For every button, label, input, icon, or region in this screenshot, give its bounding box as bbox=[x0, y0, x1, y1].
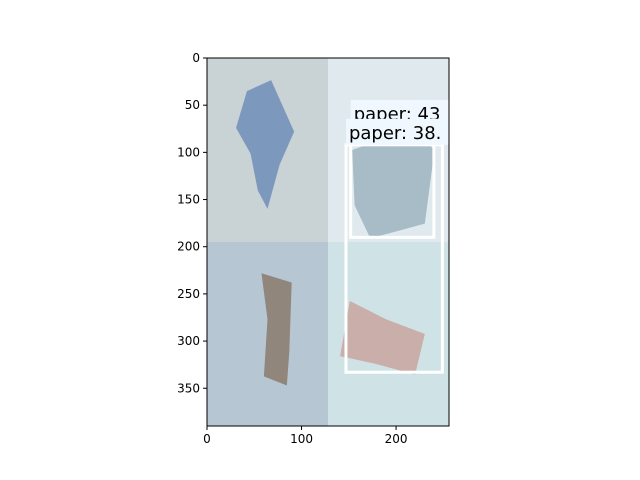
tile-blue-wrapper bbox=[207, 58, 328, 242]
image-panel bbox=[207, 58, 449, 426]
y-tick-label: 150 bbox=[177, 193, 200, 207]
tile-foil-wrapper bbox=[207, 242, 328, 426]
tile-crumpled-paper bbox=[328, 242, 449, 426]
x-tick-label: 100 bbox=[290, 432, 313, 446]
y-tick-label: 200 bbox=[177, 240, 200, 254]
detection-box: paper: 38. bbox=[344, 118, 449, 374]
y-tick-label: 300 bbox=[177, 334, 200, 348]
y-tick-label: 350 bbox=[177, 381, 200, 395]
axis-ticks: 0 100 200 0 50 100 150 200 250 300 350 bbox=[177, 51, 407, 446]
tile-glass-bottle bbox=[328, 58, 449, 242]
y-tick-label: 100 bbox=[177, 145, 200, 159]
detection-label: paper: 38. bbox=[349, 123, 441, 144]
y-tick-label: 50 bbox=[185, 98, 200, 112]
y-tick-label: 250 bbox=[177, 287, 200, 301]
axes-frame bbox=[206, 57, 450, 427]
y-tick-label: 0 bbox=[192, 51, 200, 65]
detection-label-bg bbox=[345, 118, 449, 145]
x-tick-label: 200 bbox=[385, 432, 408, 446]
x-tick-label: 0 bbox=[203, 432, 211, 446]
